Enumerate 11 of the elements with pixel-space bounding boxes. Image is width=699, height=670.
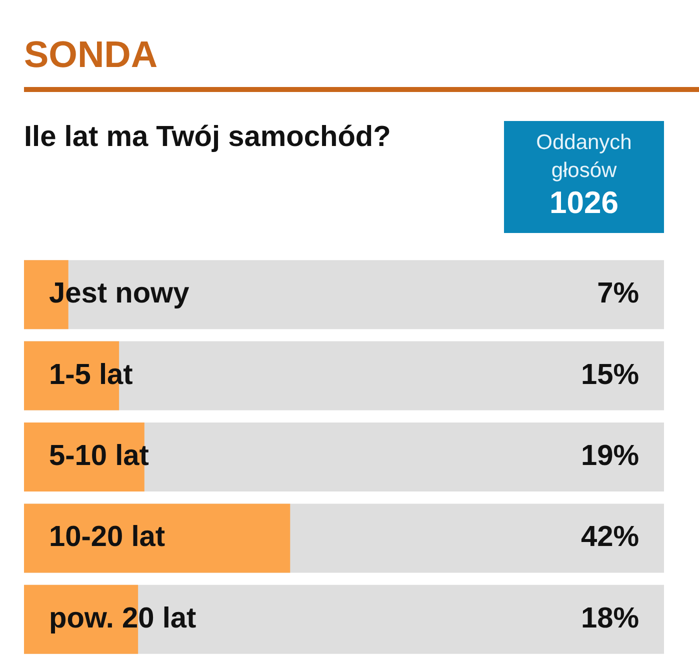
data-label: 42% (580, 521, 640, 554)
data-label: 18% (580, 602, 640, 634)
data-label: 15% (580, 358, 640, 391)
chart-subtitle: Ile lat ma Twój samochód? (24, 121, 391, 154)
y-tick-label: pow. 20 lat (49, 602, 197, 634)
text: 1026 (548, 185, 620, 221)
chart-title: SONDA (24, 34, 158, 76)
data-label: 19% (580, 440, 640, 472)
data-label: 7% (597, 278, 640, 310)
text: Oddanych głosów (535, 130, 633, 184)
y-tick-label: 10-20 lat (49, 521, 166, 554)
